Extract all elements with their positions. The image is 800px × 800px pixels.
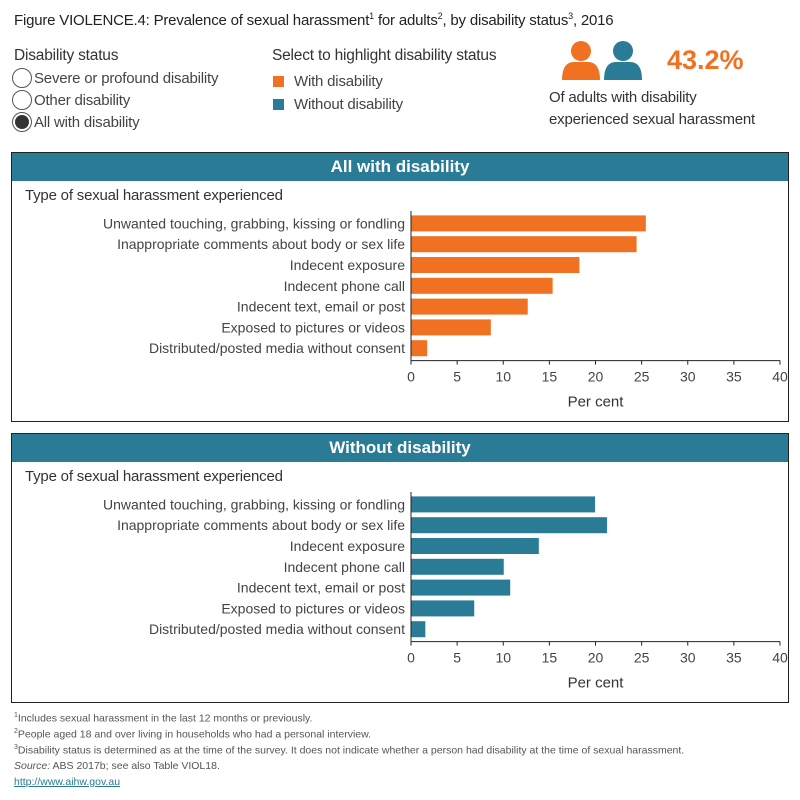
panel-header: Without disability xyxy=(12,434,788,462)
x-tick-label: 15 xyxy=(542,369,558,385)
x-tick-label: 25 xyxy=(634,369,650,385)
bar[interactable] xyxy=(411,215,646,232)
category-label: Indecent phone call xyxy=(284,278,405,294)
y-axis-title: Type of sexual harassment experienced xyxy=(25,187,283,204)
x-tick-label: 10 xyxy=(495,369,511,385)
person-orange-body xyxy=(562,62,600,80)
bar[interactable] xyxy=(411,298,528,315)
category-label: Distributed/posted media without consent xyxy=(149,621,405,637)
radio-label: All with disability xyxy=(34,113,140,131)
legend-swatch-teal xyxy=(273,99,284,110)
bar[interactable] xyxy=(411,600,475,617)
category-label: Indecent phone call xyxy=(284,559,405,575)
x-tick-label: 40 xyxy=(772,369,788,385)
bar-chart-without-disability: Unwanted touching, grabbing, kissing or … xyxy=(103,492,788,692)
source-note: Source: ABS 2017b; see also Table VIOL18… xyxy=(14,760,220,772)
category-label: Indecent exposure xyxy=(290,538,405,554)
people-icon xyxy=(562,41,642,80)
category-label: Indecent text, email or post xyxy=(237,580,405,596)
x-tick-label: 5 xyxy=(453,650,461,666)
x-tick-label: 0 xyxy=(407,650,415,666)
bar[interactable] xyxy=(411,277,553,294)
panel-all-with-disability: All with disability Type of sexual haras… xyxy=(11,152,789,422)
x-tick-label: 15 xyxy=(542,650,558,666)
bar[interactable] xyxy=(411,579,511,596)
radio-severe-profound[interactable]: Severe or profound disability xyxy=(12,67,219,89)
footnote-1: 1Includes sexual harassment in the last … xyxy=(14,712,313,725)
legend-without-disability[interactable]: Without disability xyxy=(273,93,403,116)
x-tick-label: 35 xyxy=(726,650,742,666)
category-label: Distributed/posted media without consent xyxy=(149,340,405,356)
x-tick-label: 25 xyxy=(634,650,650,666)
kpi-caption: Of adults with disability experienced se… xyxy=(549,89,755,128)
legend-with-disability[interactable]: With disability xyxy=(273,70,403,93)
radio-button[interactable] xyxy=(12,90,32,110)
legend-label: Without disability xyxy=(294,96,403,113)
y-axis-title: Type of sexual harassment experienced xyxy=(25,468,283,485)
bar[interactable] xyxy=(411,257,580,273)
x-tick-label: 10 xyxy=(495,650,511,666)
category-label: Indecent exposure xyxy=(290,257,405,273)
radio-button[interactable] xyxy=(12,112,32,132)
x-tick-label: 30 xyxy=(680,650,696,666)
radio-label: Other disability xyxy=(34,91,131,109)
panel-header: All with disability xyxy=(12,153,788,181)
x-axis-title: Per cent xyxy=(568,394,625,411)
radio-label: Severe or profound disability xyxy=(34,69,219,87)
x-tick-label: 30 xyxy=(680,369,696,385)
bar[interactable] xyxy=(411,558,504,575)
category-label: Unwanted touching, grabbing, kissing or … xyxy=(103,496,405,512)
highlight-legend: With disability Without disability xyxy=(273,70,403,116)
x-tick-label: 20 xyxy=(588,650,604,666)
filter-heading: Disability status xyxy=(14,47,119,64)
category-label: Inappropriate comments about body or sex… xyxy=(117,517,405,533)
bar[interactable] xyxy=(411,517,608,534)
panel-without-disability: Without disability Type of sexual harass… xyxy=(11,433,789,703)
person-teal-body xyxy=(604,62,642,80)
radio-other-disability[interactable]: Other disability xyxy=(12,89,218,111)
x-tick-label: 5 xyxy=(453,369,461,385)
x-axis-title: Per cent xyxy=(568,675,625,692)
radio-button[interactable] xyxy=(12,68,32,88)
radio-selected-dot xyxy=(15,115,29,129)
footnote-2: 2People aged 18 and over living in house… xyxy=(14,728,372,741)
legend-swatch-orange xyxy=(273,76,284,87)
bar[interactable] xyxy=(411,236,637,253)
x-tick-label: 0 xyxy=(407,369,415,385)
radio-all-with-disability[interactable]: All with disability xyxy=(12,111,218,133)
bar[interactable] xyxy=(411,621,426,638)
person-teal-head xyxy=(613,41,633,61)
category-label: Unwanted touching, grabbing, kissing or … xyxy=(103,215,405,231)
bar-chart-with-disability: Unwanted touching, grabbing, kissing or … xyxy=(103,211,788,411)
category-label: Exposed to pictures or videos xyxy=(221,319,405,335)
category-label: Inappropriate comments about body or sex… xyxy=(117,236,405,252)
category-label: Exposed to pictures or videos xyxy=(221,600,405,616)
aihw-link[interactable]: http://www.aihw.gov.au xyxy=(14,776,121,788)
person-orange-head xyxy=(571,41,591,61)
x-tick-label: 40 xyxy=(772,650,788,666)
legend-label: With disability xyxy=(294,73,383,90)
bar[interactable] xyxy=(411,319,491,336)
disability-status-radio-group: Severe or profound disability Other disa… xyxy=(12,67,219,133)
bar[interactable] xyxy=(411,340,428,357)
category-label: Indecent text, email or post xyxy=(237,299,405,315)
bar[interactable] xyxy=(411,538,539,554)
figure-title: Figure VIOLENCE.4: Prevalence of sexual … xyxy=(14,11,614,29)
bar[interactable] xyxy=(411,496,596,513)
x-tick-label: 35 xyxy=(726,369,742,385)
x-tick-label: 20 xyxy=(588,369,604,385)
footnote-3: 3Disability status is determined as at t… xyxy=(14,744,685,757)
kpi-value: 43.2% xyxy=(667,45,744,75)
highlight-heading: Select to highlight disability status xyxy=(272,47,497,64)
